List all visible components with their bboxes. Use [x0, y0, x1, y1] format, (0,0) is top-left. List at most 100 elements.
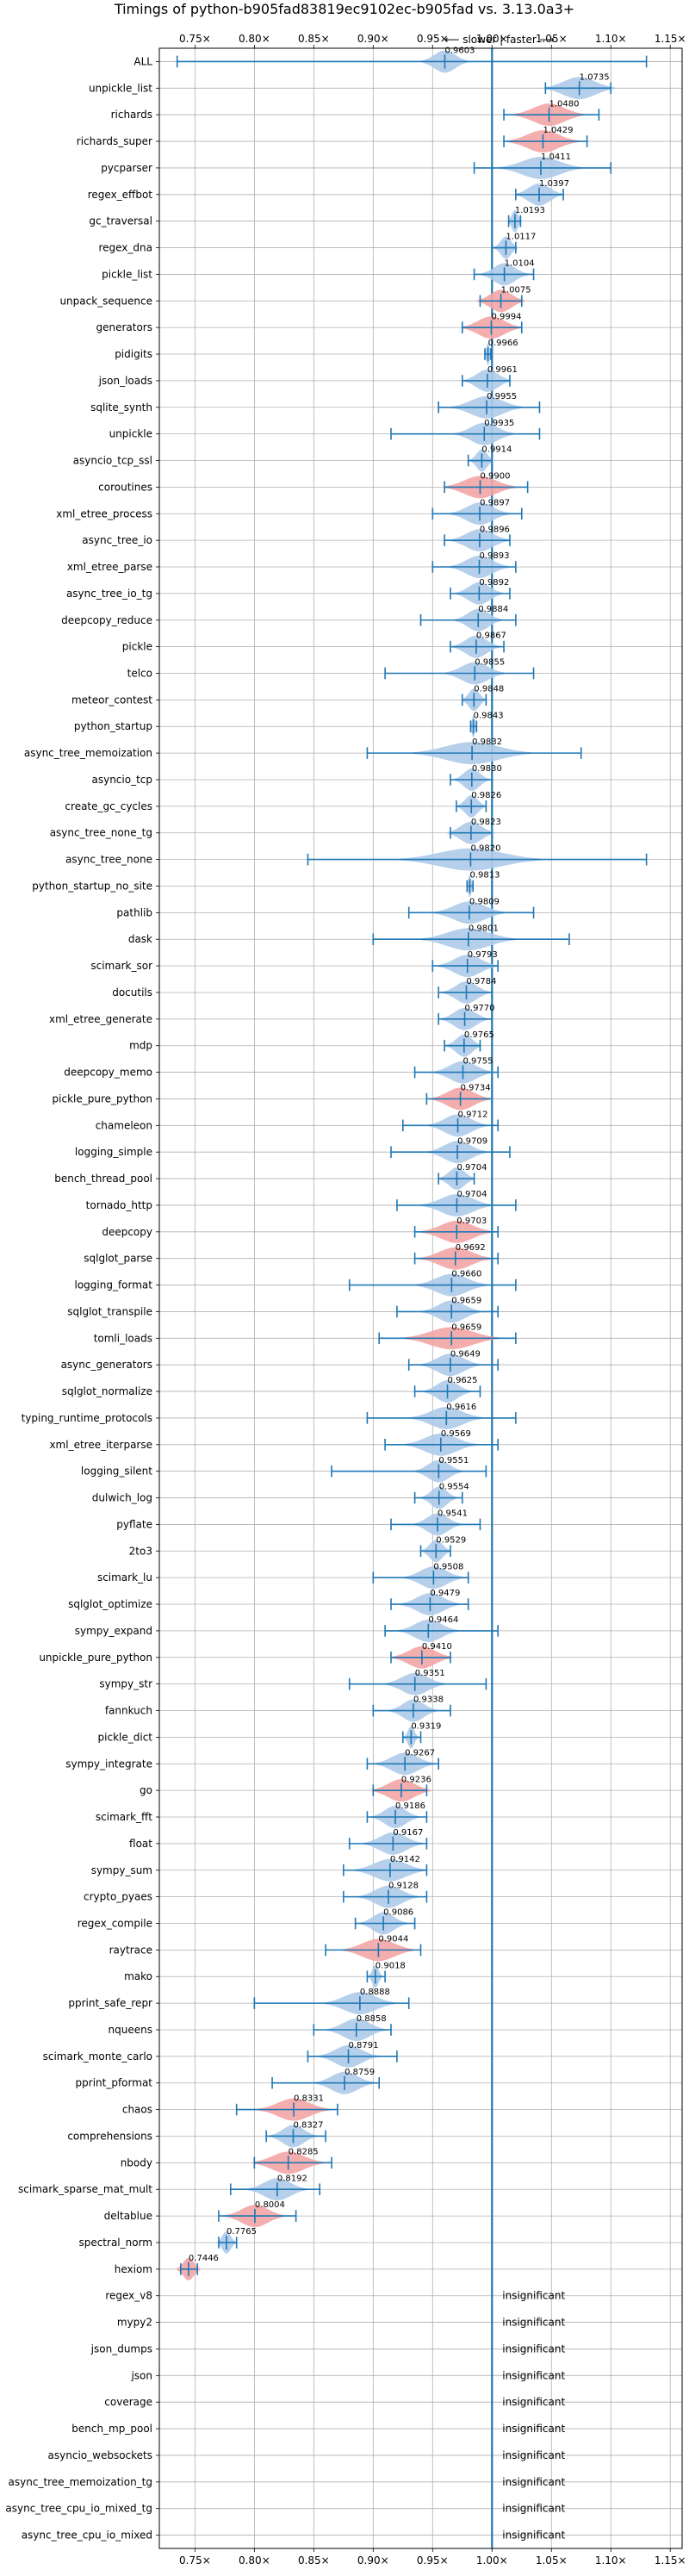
benchmark-label: ALL [133, 55, 152, 67]
x-tick-label-top: 1.00× [476, 33, 508, 45]
value-label: 0.9855 [475, 658, 505, 668]
benchmark-label: pycparser [101, 162, 152, 174]
benchmark-label: mypy2 [117, 2317, 152, 2329]
benchmark-label: pickle_pure_python [53, 1092, 152, 1104]
benchmark-label: pickle_list [102, 268, 152, 280]
value-label: 0.9044 [378, 1934, 408, 1944]
x-tick-label-bottom: 0.80× [239, 2554, 270, 2567]
value-label: 0.9801 [469, 924, 499, 933]
benchmark-label: deepcopy_memo [64, 1067, 152, 1079]
benchmark-label: pprint_pformat [76, 2077, 153, 2089]
benchmark-label: logging_silent [81, 1465, 152, 1478]
benchmark-label: regex_effbot [88, 189, 153, 201]
value-label: 0.9692 [456, 1243, 486, 1253]
benchmark-label: bench_mp_pool [71, 2423, 152, 2435]
benchmark-label: unpickle [109, 428, 152, 440]
value-label: 0.9551 [438, 1456, 469, 1465]
value-label: 0.9961 [487, 365, 518, 375]
benchmark-label: telco [127, 668, 152, 680]
benchmark-label: sympy_integrate [65, 1758, 152, 1770]
value-label: 0.9554 [439, 1483, 469, 1492]
benchmark-label: richards_super [77, 135, 152, 147]
value-label: 0.9625 [448, 1376, 478, 1385]
value-label: 0.9128 [388, 1882, 419, 1891]
benchmark-label: meteor_contest [71, 694, 152, 706]
value-label: 0.9884 [478, 605, 508, 614]
benchmark-label: tornado_http [86, 1199, 152, 1211]
benchmark-label: pyflate [116, 1518, 152, 1530]
benchmark-label: float [129, 1838, 152, 1850]
value-label: 0.9616 [446, 1403, 476, 1412]
chart-title: Timings of python-b905fad83819ec9102ec-b… [114, 1, 574, 17]
x-tick-label-top: 1.15× [655, 33, 686, 45]
value-label: 0.9765 [464, 1030, 494, 1040]
value-label: 0.9820 [470, 844, 500, 854]
benchmark-label: nbody [121, 2156, 152, 2168]
value-label: 0.7765 [227, 2227, 257, 2237]
benchmark-label: sqlglot_transpile [67, 1305, 152, 1317]
benchmark-label: sympy_str [99, 1678, 152, 1690]
value-label: 0.9867 [476, 632, 506, 641]
value-label: 0.9770 [465, 1004, 495, 1013]
x-tick-label-top: 1.10× [595, 33, 627, 45]
benchmark-label: xml_etree_process [56, 507, 152, 520]
benchmark-label: deepcopy_reduce [61, 614, 152, 626]
benchmark-label: create_gc_cycles [65, 800, 152, 812]
value-label: 0.9529 [436, 1535, 466, 1545]
benchmark-label: spectral_norm [78, 2237, 152, 2249]
x-tick-label-bottom: 1.05× [536, 2554, 568, 2567]
benchmark-label: scimark_monte_carlo [43, 2050, 152, 2063]
benchmark-label: pickle [122, 641, 152, 653]
value-label: 0.9569 [441, 1429, 471, 1439]
benchmark-label: deepcopy [102, 1226, 152, 1238]
benchmark-label: async_generators [61, 1359, 152, 1371]
benchmark-label: asyncio_websockets [48, 2449, 152, 2461]
benchmark-label: comprehensions [67, 2130, 152, 2142]
benchmark-label: bench_thread_pool [54, 1173, 152, 1185]
value-label: 0.9809 [469, 897, 500, 906]
benchmark-label: coverage [104, 2396, 152, 2408]
benchmark-label: chaos [122, 2104, 152, 2116]
x-tick-label-top: 0.95× [417, 33, 449, 45]
benchmark-label: async_tree_io [82, 534, 152, 546]
insignificant-label: insignificant [502, 2423, 565, 2435]
value-label: 0.9659 [451, 1322, 481, 1332]
value-label: 1.0735 [580, 72, 610, 82]
value-label: 0.7446 [189, 2254, 219, 2263]
value-label: 0.9784 [466, 977, 496, 986]
x-tick-label-top: 0.85× [298, 33, 330, 45]
benchmark-label: regex_dna [98, 242, 152, 254]
value-label: 0.9955 [487, 392, 517, 401]
value-label: 0.9832 [472, 737, 502, 747]
insignificant-label: insignificant [502, 2369, 565, 2381]
value-label: 0.8858 [357, 2014, 387, 2024]
benchmark-label: go [140, 1784, 152, 1796]
value-label: 0.9896 [480, 525, 510, 534]
benchmark-label: python_startup_no_site [32, 880, 152, 892]
x-tick-label-bottom: 1.10× [595, 2554, 627, 2567]
x-tick-label-top: 0.90× [357, 33, 389, 45]
benchmark-label: fannkuch [105, 1705, 152, 1717]
value-label: 1.0480 [549, 99, 579, 109]
insignificant-label: insignificant [502, 2317, 565, 2329]
value-label: 0.9994 [491, 312, 521, 321]
x-tick-labels: 0.75× 0.75× 0.80× 0.80× 0.85× 0.85× 0.90× 0.90×… [179, 33, 686, 2567]
value-label: 0.9649 [450, 1349, 481, 1359]
benchmark-label: mdp [129, 1040, 152, 1052]
insignificant-label: insignificant [502, 2343, 565, 2355]
value-label: 0.9709 [457, 1136, 487, 1146]
benchmark-label: sqlglot_normalize [62, 1385, 152, 1397]
insignificant-label: insignificant [502, 2503, 565, 2515]
benchmark-label: coroutines [98, 481, 152, 493]
value-label: 0.8327 [293, 2121, 323, 2131]
benchmark-label: async_tree_none [65, 854, 152, 866]
x-tick-label-bottom: 0.85× [298, 2554, 330, 2567]
value-label: 0.9823 [471, 818, 501, 827]
benchmark-label: asyncio_tcp_ssl [73, 455, 152, 467]
value-label: 0.9267 [405, 1748, 435, 1758]
benchmark-label: regex_compile [78, 1918, 152, 1930]
benchmark-label: 2to3 [129, 1545, 152, 1557]
value-label: 1.0193 [515, 206, 545, 215]
value-label: 0.9843 [474, 711, 504, 720]
